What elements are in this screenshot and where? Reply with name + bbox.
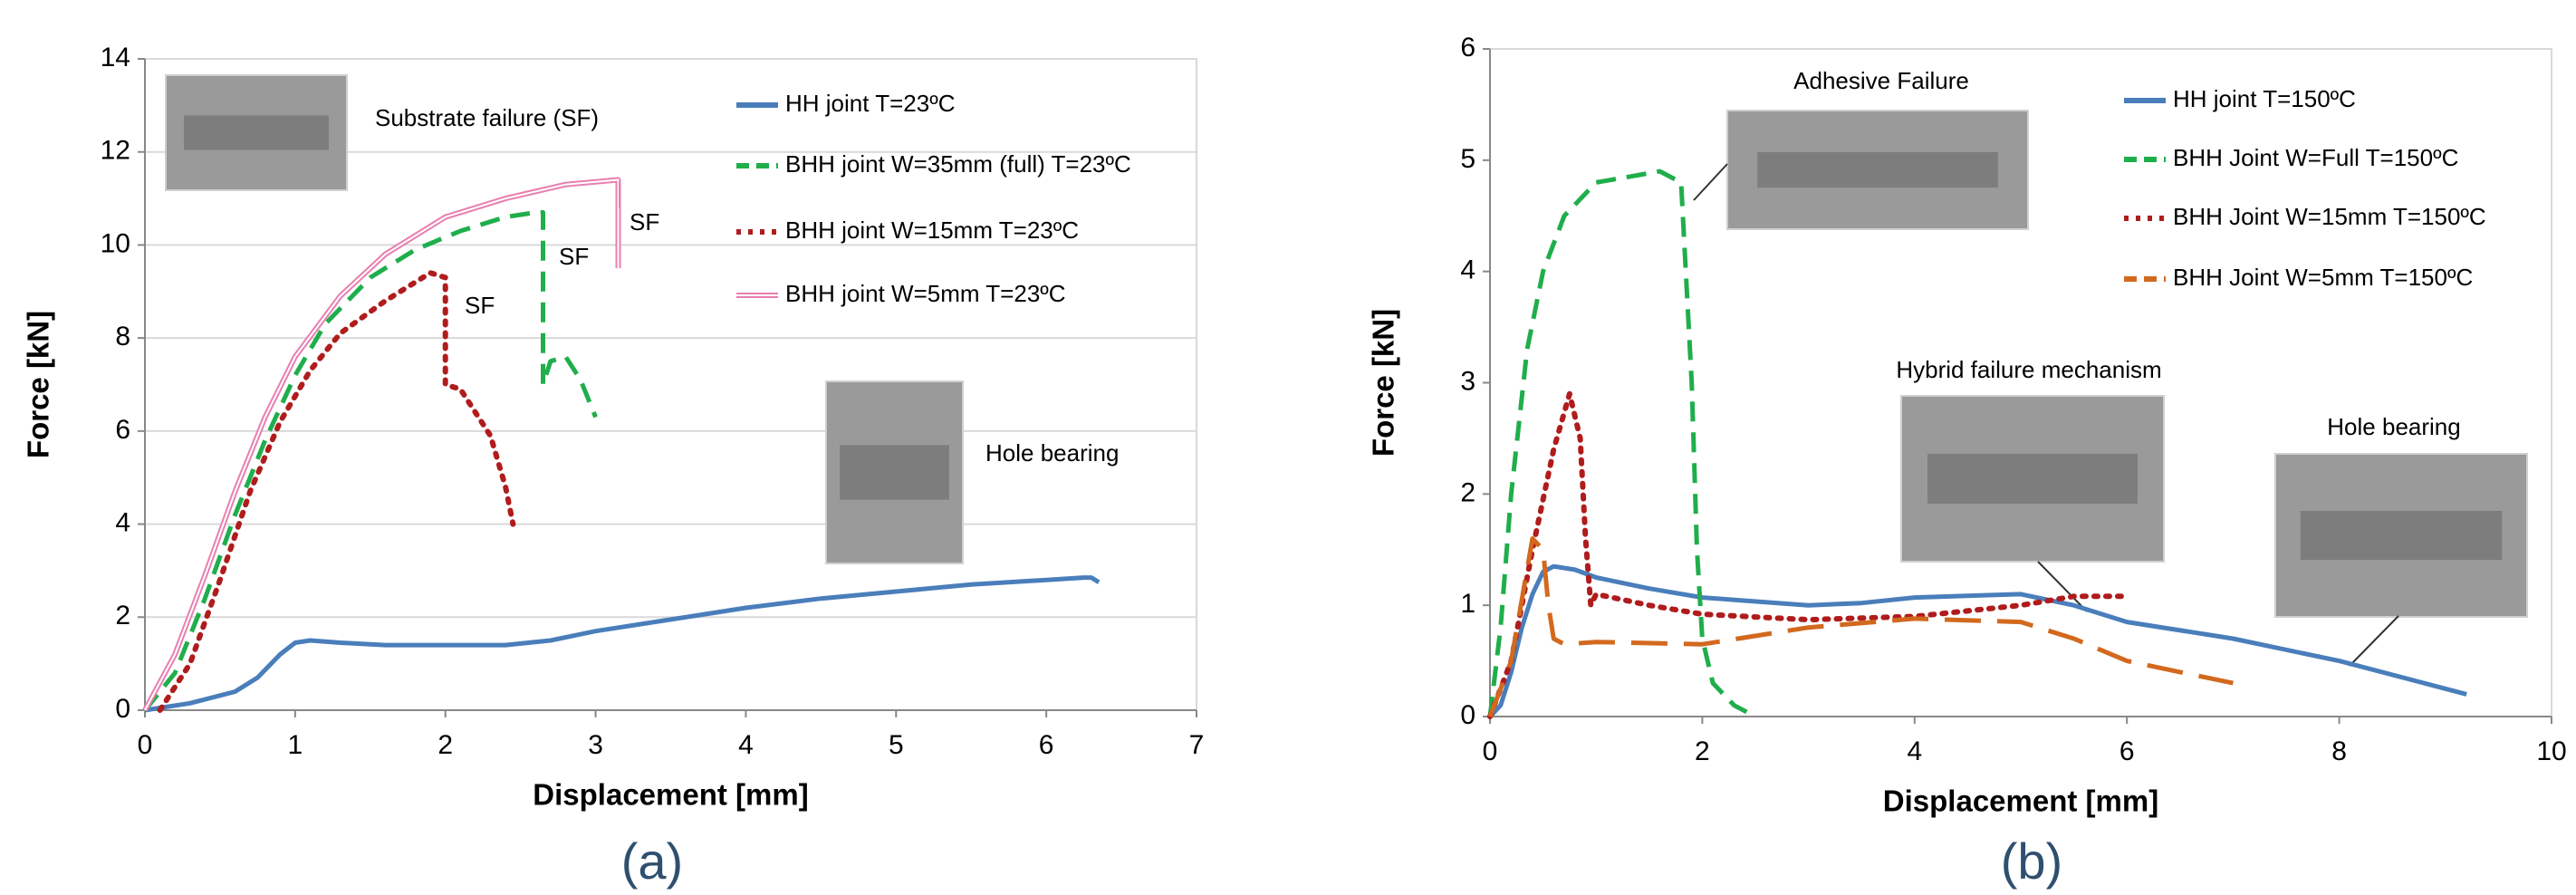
x-tick-label: 6 (1039, 730, 1054, 760)
x-tick-label: 0 (138, 730, 153, 760)
series-line (1487, 168, 1757, 719)
y-tick-label: 12 (101, 136, 130, 166)
annotation: SF (630, 208, 659, 236)
x-tick-label: 4 (1907, 736, 1922, 766)
x-tick-label: 1 (288, 730, 303, 760)
x-tick-label: 2 (1695, 736, 1710, 766)
x-tick-label: 7 (1189, 730, 1205, 760)
leader-line (2037, 561, 2088, 612)
annotation: Adhesive Failure (1793, 67, 1969, 94)
x-tick-label: 6 (2119, 736, 2135, 766)
annotation: SF (465, 292, 495, 319)
y-tick-label: 5 (1460, 144, 1475, 174)
y-tick-label: 10 (101, 228, 130, 258)
series-line (1488, 563, 2467, 718)
y-tick-label: 0 (1460, 700, 1475, 730)
x-tick-label: 10 (2536, 736, 2566, 766)
series-line (144, 575, 1101, 713)
y-tick-label: 6 (1460, 33, 1475, 63)
leader-line (1693, 163, 1728, 201)
y-tick-label: 8 (115, 322, 130, 351)
x-tick-label: 4 (738, 730, 754, 760)
y-tick-label: 14 (101, 43, 130, 72)
annotation: Substrate failure (SF) (375, 104, 599, 131)
photo-shade (2300, 511, 2503, 560)
annotation: Hybrid failure mechanism (1896, 356, 2161, 383)
legend-label: BHH Joint W=5mm T=150ºC (2173, 264, 2473, 291)
x-tick-label: 0 (1483, 736, 1498, 766)
y-tick-label: 4 (1460, 255, 1475, 285)
x-tick-label: 5 (889, 730, 904, 760)
photo-shade (184, 115, 329, 150)
leader-line (2349, 615, 2399, 667)
y-axis-label: Force [kN] (1367, 309, 1400, 457)
y-tick-label: 1 (1460, 589, 1475, 619)
caption: (b) (2001, 832, 2062, 890)
x-axis-label: Displacement [mm] (533, 778, 808, 812)
annotation: Hole bearing (2327, 413, 2460, 440)
x-tick-label: 8 (2331, 736, 2347, 766)
photo-shade (1757, 151, 1998, 188)
legend-label: BHH Joint W=15mm T=150ºC (2173, 203, 2486, 230)
legend-label: BHH joint W=15mm T=23ºC (785, 217, 1079, 244)
series-line (143, 210, 598, 712)
annotation: Hole bearing (985, 439, 1119, 467)
photo-shade (840, 445, 949, 500)
x-tick-label: 2 (437, 730, 453, 760)
series-line (142, 177, 621, 712)
series-line-inner (144, 178, 620, 711)
legend-label: BHH joint W=5mm T=23ºC (785, 280, 1066, 307)
y-axis-label: Force [kN] (22, 311, 55, 458)
photo-shade (1927, 454, 2138, 504)
caption: (a) (621, 832, 683, 890)
x-axis-label: Displacement [mm] (1883, 784, 2158, 818)
legend-label: HH joint T=23ºC (785, 90, 955, 117)
y-tick-label: 2 (1460, 477, 1475, 507)
y-tick-label: 2 (115, 601, 130, 630)
legend-label: BHH Joint W=Full T=150ºC (2173, 144, 2458, 171)
legend-label: BHH joint W=35mm (full) T=23ºC (785, 150, 1131, 178)
y-tick-label: 3 (1460, 366, 1475, 396)
series-line (157, 270, 516, 713)
y-tick-label: 4 (115, 507, 130, 537)
series-line (1487, 390, 2130, 719)
legend-label: HH joint T=150ºC (2173, 85, 2356, 112)
series-line (1487, 536, 2234, 717)
y-tick-label: 6 (115, 415, 130, 445)
y-tick-label: 0 (115, 694, 130, 724)
annotation: SF (559, 243, 589, 270)
x-tick-label: 3 (588, 730, 603, 760)
